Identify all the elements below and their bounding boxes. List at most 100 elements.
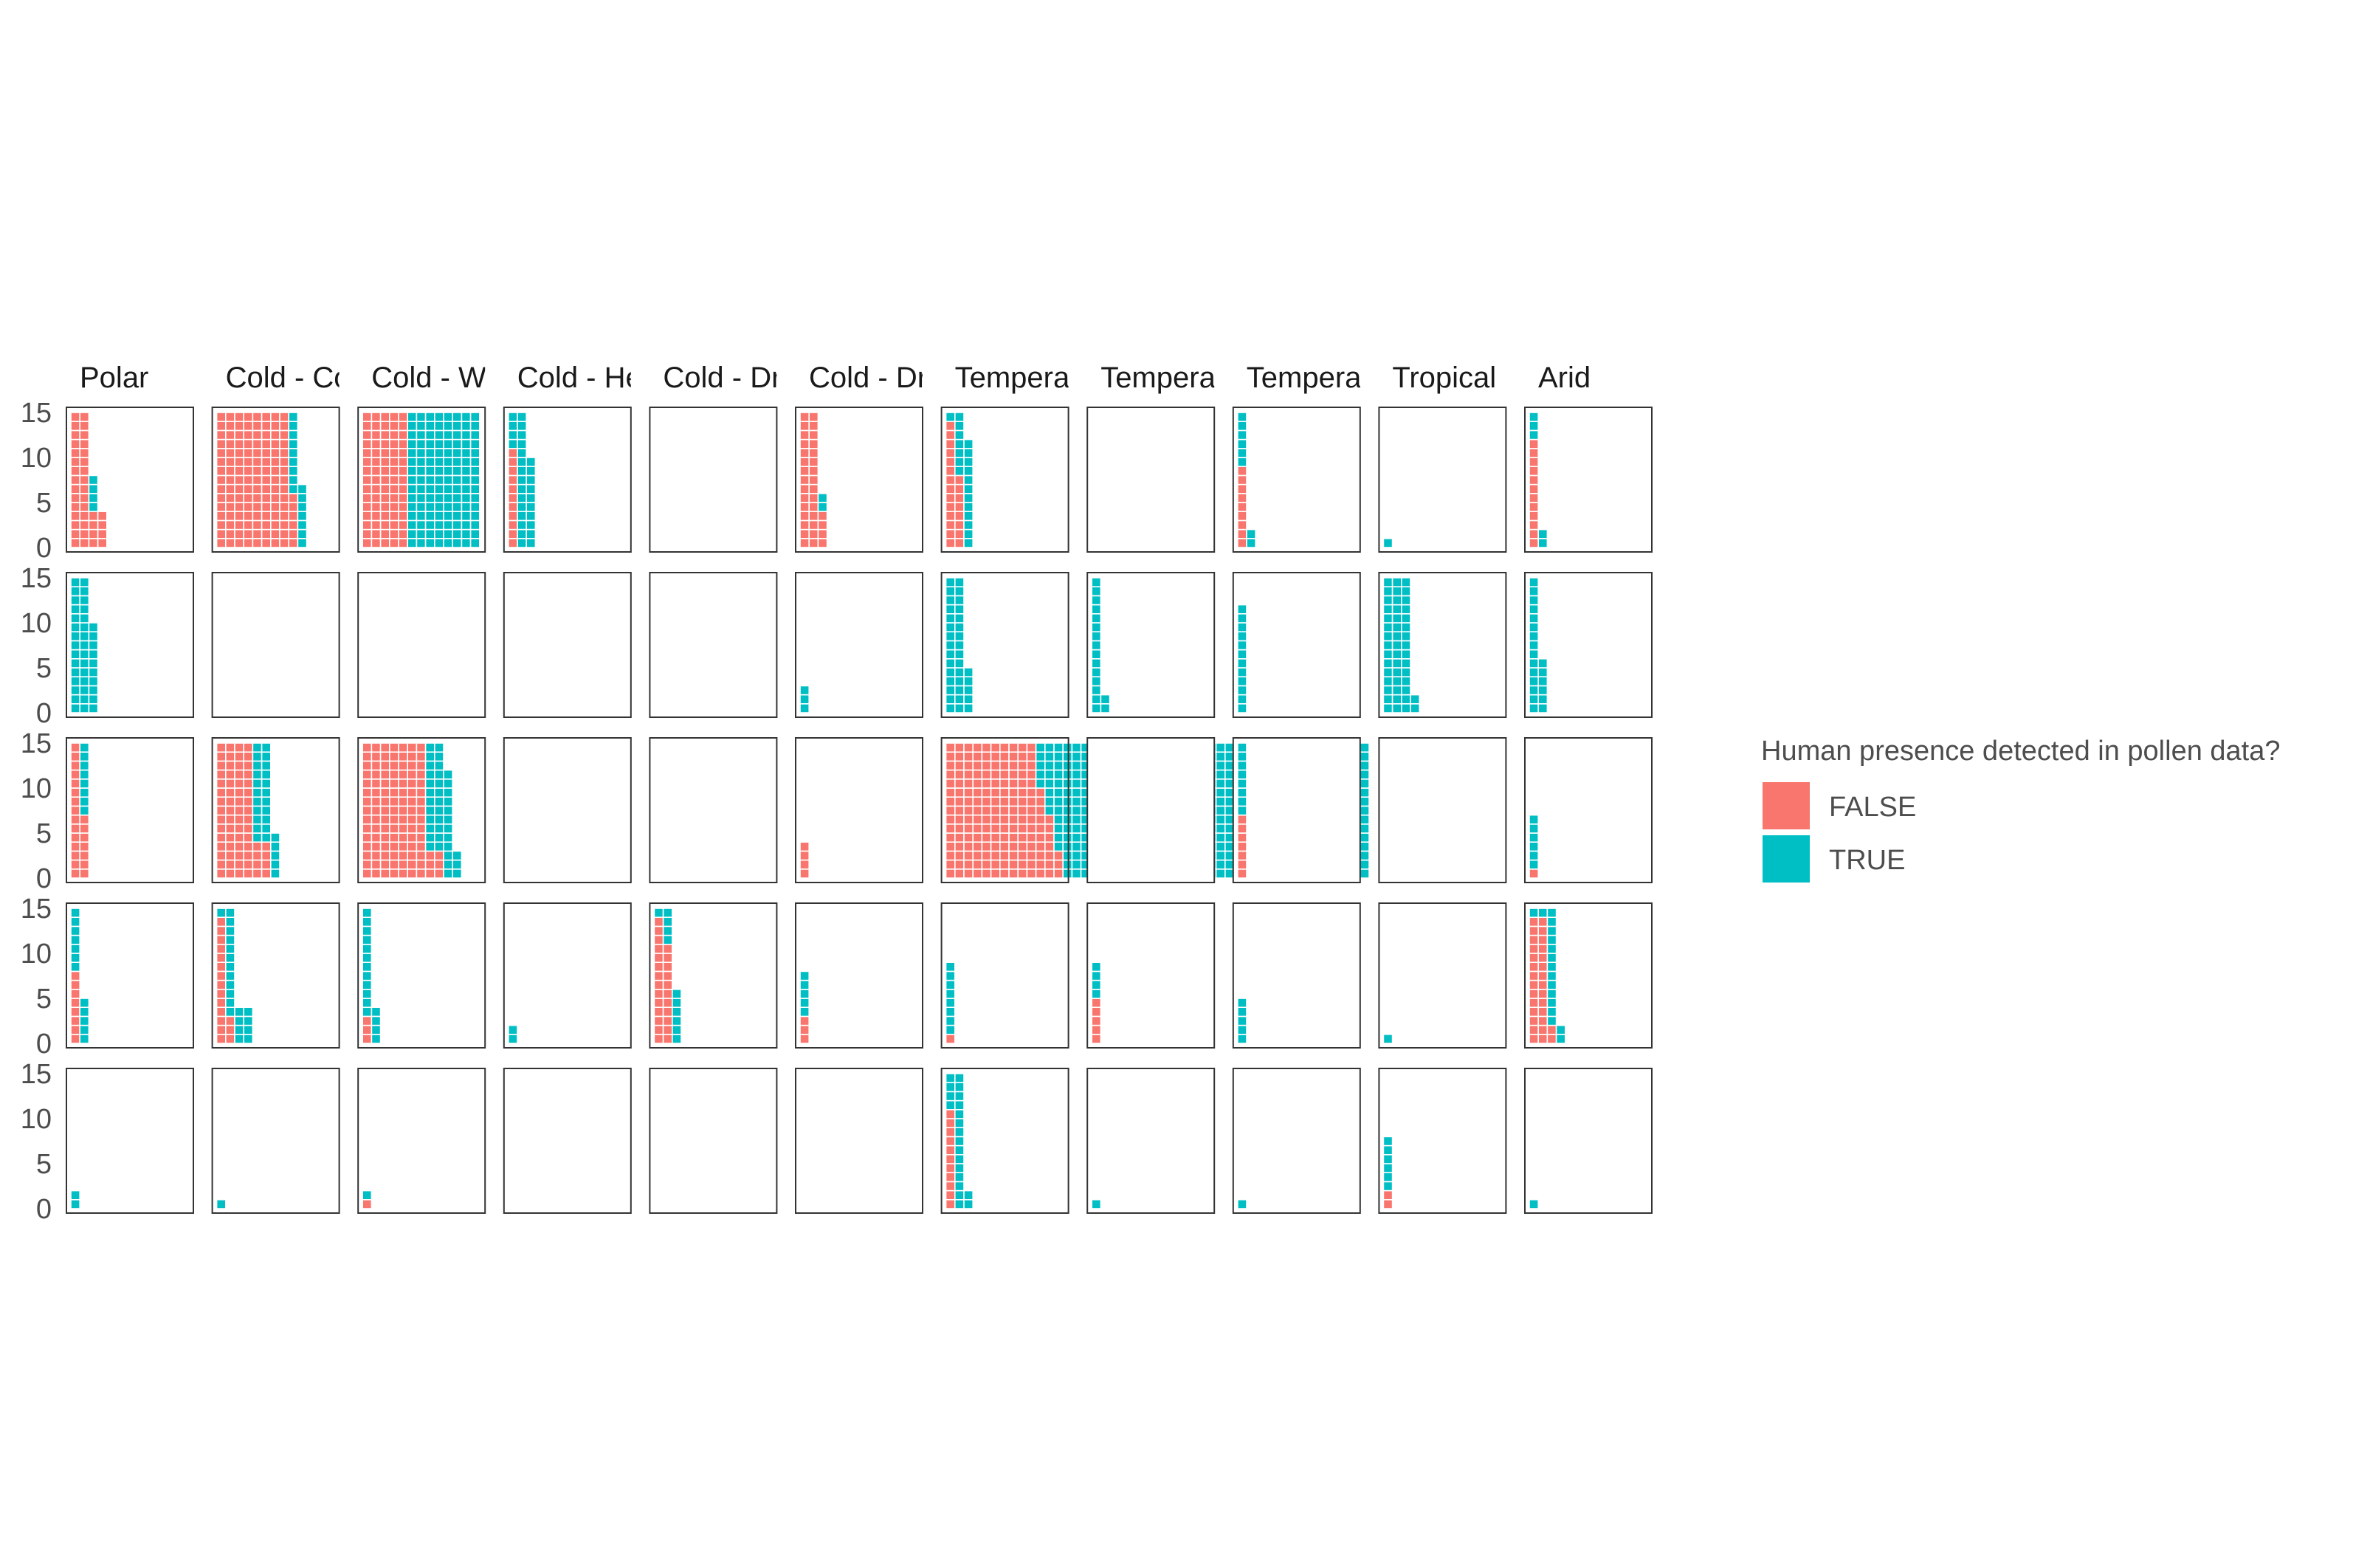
waffle-cell-true bbox=[1053, 796, 1064, 807]
waffle-cell-false bbox=[963, 787, 974, 798]
waffle-cell-true bbox=[288, 412, 299, 422]
waffle-cell-true bbox=[79, 622, 90, 632]
waffle-cell-true bbox=[407, 492, 418, 503]
waffle-cell-false bbox=[234, 537, 244, 548]
waffle-cell-true bbox=[416, 483, 427, 494]
row-label-4: Oceania bbox=[1663, 1079, 1695, 1189]
waffle-cell-false bbox=[216, 421, 227, 432]
waffle-cell-true bbox=[1401, 667, 1411, 677]
waffle-cell-true bbox=[424, 474, 435, 486]
waffle-cell-false bbox=[388, 850, 399, 861]
waffle-cell-true bbox=[1215, 859, 1226, 870]
waffle-cell-false bbox=[999, 751, 1010, 762]
waffle-cell-false bbox=[70, 769, 80, 780]
waffle-cell-false bbox=[79, 474, 90, 486]
panel-background bbox=[941, 903, 1069, 1048]
y-tick-label: 5 bbox=[36, 653, 52, 684]
waffle-cell-true bbox=[945, 1099, 956, 1111]
panel-background bbox=[1233, 407, 1360, 552]
waffle-cell-true bbox=[1237, 457, 1247, 467]
panel-background bbox=[796, 738, 923, 883]
waffle-cell-false bbox=[70, 1006, 80, 1018]
waffle-cell-true bbox=[954, 622, 965, 632]
panel-border bbox=[1378, 572, 1507, 718]
waffle-cell-false bbox=[398, 447, 408, 458]
waffle-cell-true bbox=[407, 511, 418, 522]
panel-0-8 bbox=[1232, 407, 1361, 553]
panel-background bbox=[66, 1068, 193, 1213]
waffle-cell-false bbox=[269, 429, 280, 441]
waffle-cell-false bbox=[972, 823, 983, 834]
waffle-cell-false bbox=[1026, 868, 1037, 879]
waffle-cell-true bbox=[79, 631, 90, 642]
waffle-cell-false bbox=[216, 474, 227, 486]
waffle-cell-false bbox=[224, 537, 235, 548]
waffle-cell-false bbox=[407, 823, 418, 834]
waffle-cell-true bbox=[1382, 657, 1393, 669]
panel-4-9 bbox=[1378, 1068, 1507, 1214]
waffle-cell-true bbox=[79, 805, 90, 816]
waffle-cell-false bbox=[1026, 778, 1037, 789]
panel-border bbox=[357, 572, 486, 718]
waffle-cell-true bbox=[1360, 796, 1370, 807]
waffle-cell-true bbox=[1529, 631, 1539, 642]
waffle-cell-true bbox=[1044, 787, 1055, 798]
waffle-cell-false bbox=[70, 483, 80, 494]
waffle-cell-true bbox=[963, 519, 974, 531]
waffle-cell-false bbox=[1237, 868, 1247, 879]
waffle-cell-false bbox=[398, 519, 408, 531]
waffle-cell-true bbox=[1382, 676, 1393, 687]
waffle-cell-false bbox=[388, 769, 399, 780]
waffle-cell-true bbox=[88, 622, 99, 632]
waffle-cell-false bbox=[243, 492, 254, 503]
waffle-cell-true bbox=[963, 447, 974, 458]
waffle-cell-true bbox=[1091, 586, 1102, 597]
panel-background bbox=[503, 573, 631, 717]
panel-border bbox=[795, 407, 923, 553]
waffle-cell-false bbox=[1529, 1015, 1539, 1026]
waffle-cell-true bbox=[954, 1073, 965, 1083]
waffle-cell-true bbox=[1053, 841, 1064, 852]
waffle-cell-false bbox=[1053, 868, 1064, 879]
waffle-cell-true bbox=[1071, 850, 1082, 861]
waffle-cell-false bbox=[97, 511, 108, 522]
waffle-cell-true bbox=[1215, 769, 1226, 780]
waffle-cell-true bbox=[1546, 908, 1557, 918]
waffle-cell-true bbox=[517, 483, 527, 494]
waffle-cell-false bbox=[234, 778, 244, 789]
waffle-cell-false bbox=[379, 474, 390, 486]
waffle-cell-true bbox=[424, 528, 435, 539]
waffle-cell-false bbox=[224, 447, 235, 458]
waffle-cell-true bbox=[954, 438, 965, 449]
panel-4-3 bbox=[503, 1068, 632, 1214]
waffle-cell-true bbox=[954, 667, 965, 677]
waffle-cell-false bbox=[1237, 474, 1247, 486]
waffle-cell-true bbox=[1062, 832, 1073, 843]
waffle-cell-false bbox=[362, 742, 373, 753]
waffle-cell-false bbox=[97, 537, 108, 548]
waffle-cell-false bbox=[362, 796, 373, 807]
waffle-cell-false bbox=[224, 742, 235, 753]
waffle-cell-false bbox=[799, 502, 810, 512]
waffle-cell-false bbox=[216, 1006, 227, 1018]
waffle-cell-true bbox=[224, 970, 235, 981]
waffle-cell-true bbox=[88, 502, 99, 512]
waffle-cell-false bbox=[1017, 823, 1028, 834]
waffle-cell-true bbox=[945, 595, 956, 606]
row-label-1: Latin Ame bbox=[1663, 583, 1695, 714]
waffle-cell-false bbox=[379, 483, 390, 494]
legend-title: Human presence detected in pollen data? bbox=[1761, 736, 2280, 767]
waffle-cell-true bbox=[945, 1073, 956, 1083]
waffle-cell-false bbox=[653, 961, 664, 973]
waffle-cell-false bbox=[70, 421, 80, 432]
waffle-cell-false bbox=[388, 511, 399, 522]
waffle-cell-false bbox=[954, 859, 965, 870]
waffle-cell-false bbox=[252, 537, 263, 548]
waffle-cell-false bbox=[963, 796, 974, 807]
waffle-cell-true bbox=[424, 787, 435, 798]
waffle-cell-false bbox=[945, 438, 956, 449]
panel-background bbox=[796, 1068, 923, 1213]
waffle-cell-true bbox=[433, 519, 444, 531]
waffle-cell-false bbox=[398, 457, 408, 467]
waffle-cell-true bbox=[963, 528, 974, 539]
